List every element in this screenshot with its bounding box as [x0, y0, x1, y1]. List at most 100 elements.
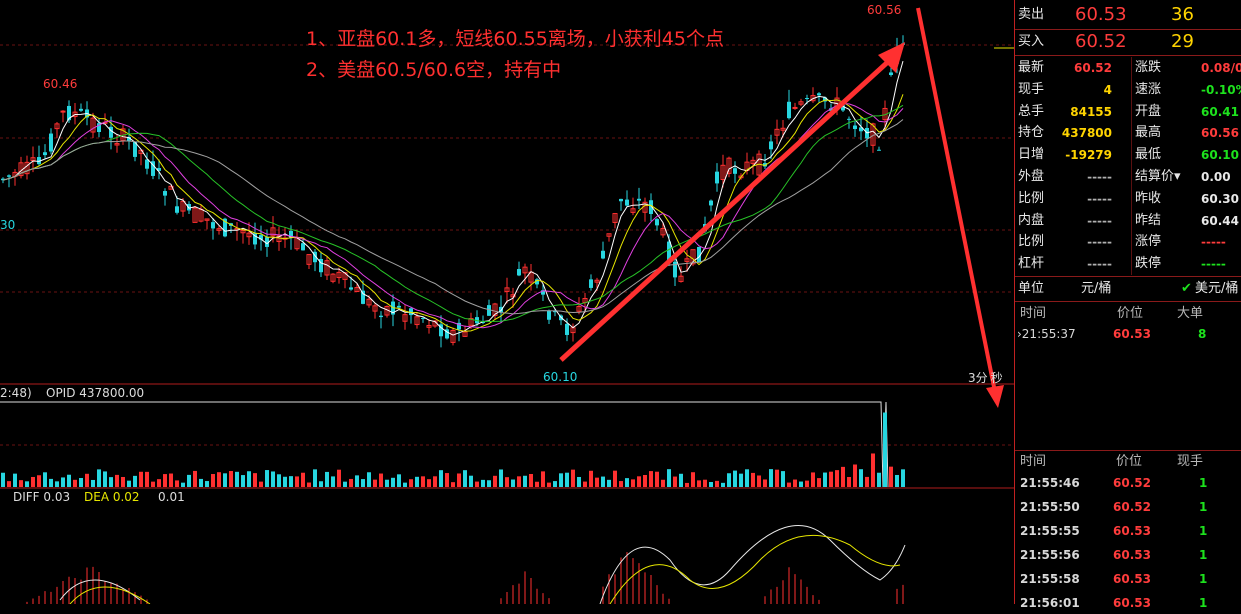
volume-bar: [823, 472, 827, 487]
volume-bar: [319, 481, 323, 487]
bid-row[interactable]: 买入 60.52 29: [1015, 30, 1241, 54]
left-edge-price-label: 30: [0, 218, 16, 232]
candle-up: [678, 275, 684, 282]
candle-up: [426, 324, 432, 328]
stat-value: 4: [1103, 82, 1112, 97]
stat-value-2: 60.30: [1201, 191, 1239, 206]
candle-up: [492, 303, 498, 316]
check-icon: ✔: [1181, 281, 1192, 296]
tick-price: 60.52: [1113, 500, 1151, 514]
stat-value-2: 0.08/0.13%: [1201, 61, 1241, 75]
candle-down: [823, 97, 827, 102]
candle-down: [517, 269, 521, 276]
volume-bar: [157, 479, 161, 487]
volume-bar: [139, 471, 143, 487]
big-order-row[interactable]: ›21:55:37 60.53 8: [1015, 323, 1241, 345]
candle-up: [336, 271, 342, 279]
candle-up: [594, 279, 600, 283]
candle-down: [409, 308, 413, 316]
stat-label-2[interactable]: 结算价▾: [1135, 169, 1181, 184]
volume-bar: [901, 469, 905, 487]
volume-bar: [487, 480, 491, 487]
candle-down: [259, 235, 263, 240]
stat-label: 内盘: [1018, 212, 1045, 228]
candle-up: [684, 258, 690, 262]
candle-up: [522, 266, 528, 274]
stat-value: -19279: [1065, 148, 1112, 163]
volume-bar: [835, 470, 839, 487]
candle-down: [157, 168, 161, 171]
candle-down: [655, 219, 659, 226]
volume-bar: [577, 476, 581, 487]
opid-label: OPID 437800.00: [46, 386, 145, 400]
volume-bar: [343, 481, 347, 487]
candle-up: [180, 200, 186, 212]
tick-header-qty: 现手: [1177, 454, 1204, 469]
unit-option-usd[interactable]: 美元/桶: [1195, 281, 1239, 296]
trade-annotation: 1、亚盘60.1多，短线60.55离场，小获利45个点 2、美盘60.5/60.…: [306, 24, 724, 86]
tick-row[interactable]: 21:55:56 60.53 1: [1015, 544, 1241, 566]
candle-down: [79, 108, 83, 111]
tick-time: 21:55:46: [1020, 476, 1080, 490]
ask-row[interactable]: 卖出 60.53 36: [1015, 3, 1241, 27]
trend-arrow-down: [916, 7, 997, 393]
volume-bar: [49, 478, 53, 487]
volume-bar: [625, 478, 629, 487]
candle-up: [204, 218, 210, 221]
volume-bar: [781, 471, 785, 487]
tick-row[interactable]: 21:55:50 60.52 1: [1015, 496, 1241, 518]
tick-header-price: 价位: [1116, 454, 1143, 469]
volume-bar: [373, 479, 377, 487]
candle-down: [847, 118, 851, 120]
arrow-head-icon: [878, 42, 905, 73]
tick-row[interactable]: 21:55:58 60.53 1: [1015, 568, 1241, 590]
trend-arrow-up: [559, 58, 892, 362]
kline-chart-area[interactable]: 1、亚盘60.1多，短线60.55离场，小获利45个点 2、美盘60.5/60.…: [0, 0, 1014, 604]
volume-bar: [703, 479, 707, 487]
ma-line-40: [2, 104, 904, 323]
stat-value-2: 0.00: [1201, 170, 1231, 184]
ask-volume: 36: [1171, 4, 1194, 25]
macd-diff-label: DIFF 0.03: [13, 490, 71, 504]
volume-bar: [511, 479, 515, 487]
candle-up: [774, 128, 780, 136]
volume-bar: [427, 479, 431, 487]
volume-bar: [91, 479, 95, 487]
candle-down: [709, 200, 713, 206]
tick-row[interactable]: 21:56:01 60.53 1: [1015, 592, 1241, 614]
tick-price: 60.53: [1113, 596, 1151, 610]
candle-down: [319, 258, 323, 273]
volume-bar: [505, 477, 509, 487]
stat-row: 日增 -19279 最低 60.10: [1015, 144, 1241, 166]
volume-bar: [877, 472, 881, 487]
volume-bar: [25, 481, 29, 487]
volume-bar: [361, 479, 365, 487]
candle-down: [787, 101, 791, 119]
volume-bar: [865, 476, 869, 487]
tick-header-time: 时间: [1020, 454, 1047, 469]
unit-option-yuan[interactable]: 元/桶: [1081, 281, 1112, 296]
candle-up: [240, 229, 246, 234]
candle-down: [187, 204, 191, 211]
candle-down: [619, 198, 623, 202]
volume-bar: [829, 471, 833, 487]
volume-bar: [445, 473, 449, 487]
period-label[interactable]: 3分秒: [968, 371, 1003, 385]
volume-bar: [415, 476, 419, 487]
tick-row[interactable]: 21:55:55 60.53 1: [1015, 520, 1241, 542]
volume-bar: [97, 469, 101, 487]
big-order-time: ›21:55:37: [1017, 327, 1076, 341]
candle-down: [829, 108, 833, 111]
tick-row[interactable]: 21:55:46 60.52 1: [1015, 472, 1241, 494]
volume-bar: [403, 482, 407, 487]
candle-down: [97, 123, 101, 133]
volume-bar: [535, 481, 539, 487]
candle-down: [223, 218, 227, 237]
stat-value-2: -----: [1201, 235, 1226, 250]
volume-bar: [103, 471, 107, 487]
big-order-price: 60.53: [1113, 327, 1151, 341]
tick-qty: 1: [1199, 572, 1208, 586]
kline-chart-svg[interactable]: [0, 0, 1014, 604]
volume-bar: [631, 479, 635, 487]
unit-row: 单位 元/桶 ✔ 美元/桶: [1015, 278, 1241, 300]
